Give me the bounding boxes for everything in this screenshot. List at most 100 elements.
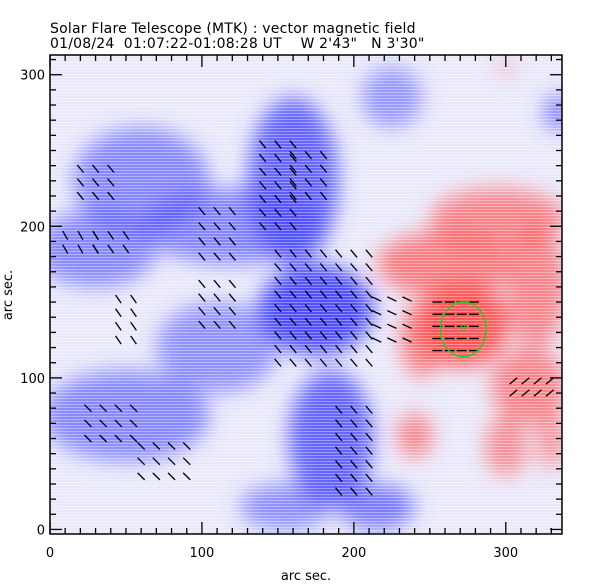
field-vector	[289, 358, 297, 367]
field-vector	[319, 303, 328, 313]
field-vector	[228, 252, 236, 261]
plot-frame	[49, 54, 563, 535]
field-vector	[274, 167, 282, 176]
field-vector	[402, 323, 412, 329]
field-vector	[387, 323, 397, 329]
field-vector	[274, 194, 282, 204]
field-vector	[129, 419, 138, 428]
field-vector	[122, 244, 130, 254]
field-vector	[304, 303, 312, 313]
field-vector	[83, 404, 92, 413]
field-vector	[304, 262, 312, 272]
field-vector	[335, 290, 343, 299]
field-vector	[274, 262, 282, 272]
field-vector	[365, 419, 373, 428]
field-vector	[365, 262, 373, 272]
field-vector	[83, 434, 92, 443]
field-vector	[213, 206, 221, 216]
y-tick-label: 0	[37, 523, 45, 538]
field-vector	[228, 306, 236, 316]
field-vector	[365, 459, 373, 469]
field-vector	[350, 317, 358, 327]
y-tick-labels: 0 100 200 300	[20, 69, 45, 539]
x-tick-labels: 0 100 200 300	[46, 546, 518, 561]
field-vector	[350, 276, 358, 286]
field-vector	[304, 276, 312, 286]
field-vector	[509, 377, 518, 385]
field-vector	[289, 178, 297, 187]
field-vector	[130, 308, 137, 318]
field-vector	[130, 335, 137, 345]
field-vector	[371, 310, 382, 316]
field-vector	[365, 317, 373, 327]
y-tick-label: 300	[20, 69, 45, 84]
field-vector	[274, 331, 282, 340]
field-vector	[335, 262, 343, 272]
x-tick-label: 100	[190, 546, 215, 561]
field-vector	[350, 358, 358, 367]
field-vector	[274, 317, 282, 327]
field-vector	[228, 222, 236, 231]
field-vector	[228, 293, 236, 302]
field-vector	[91, 164, 100, 173]
field-vector	[365, 303, 373, 313]
field-vector	[335, 459, 343, 469]
field-vector	[533, 377, 542, 385]
field-vector	[365, 276, 373, 286]
field-vector	[114, 434, 123, 443]
field-vector	[289, 191, 297, 201]
field-vector	[274, 153, 282, 163]
field-vector	[213, 222, 221, 231]
field-vector	[289, 262, 297, 272]
field-vector	[304, 331, 312, 340]
field-vector	[62, 230, 69, 241]
field-vector	[365, 487, 373, 496]
field-vector	[304, 249, 312, 258]
field-vector	[274, 276, 282, 286]
field-vector	[92, 244, 99, 254]
field-vector	[319, 191, 328, 201]
field-vector	[304, 150, 312, 160]
field-vector	[182, 472, 191, 481]
field-vector	[274, 249, 282, 258]
field-vector	[213, 306, 221, 316]
field-vector	[62, 244, 69, 254]
field-vector	[114, 335, 122, 345]
field-vector	[402, 310, 412, 316]
field-vector	[289, 249, 297, 258]
field-vector	[274, 222, 282, 231]
field-vector	[289, 194, 297, 204]
field-vector	[198, 252, 206, 261]
field-vector	[319, 344, 328, 354]
field-vector	[198, 293, 206, 302]
field-vector	[274, 208, 282, 217]
field-vector	[114, 308, 122, 318]
field-vector	[533, 389, 542, 397]
field-vector	[259, 208, 267, 217]
field-vector	[319, 249, 328, 258]
field-vector	[274, 140, 282, 149]
plot-area	[50, 55, 562, 534]
field-vector	[289, 276, 297, 286]
field-vector	[350, 473, 358, 483]
field-vector	[259, 194, 267, 204]
field-vector	[167, 472, 176, 481]
field-vector	[545, 389, 555, 397]
field-vector	[371, 337, 382, 343]
field-vector	[335, 405, 343, 414]
field-vector	[387, 337, 397, 343]
field-vector	[335, 276, 343, 286]
field-vector	[509, 389, 518, 397]
field-vector	[137, 472, 146, 481]
field-vector	[371, 323, 382, 329]
field-vector	[387, 296, 397, 302]
field-vector	[259, 140, 267, 149]
field-vector	[137, 457, 146, 466]
field-vector	[198, 306, 206, 316]
field-vector	[335, 344, 343, 354]
field-vector	[77, 230, 84, 241]
field-vector	[289, 164, 297, 173]
field-vector	[335, 331, 343, 340]
field-vector	[335, 432, 343, 442]
